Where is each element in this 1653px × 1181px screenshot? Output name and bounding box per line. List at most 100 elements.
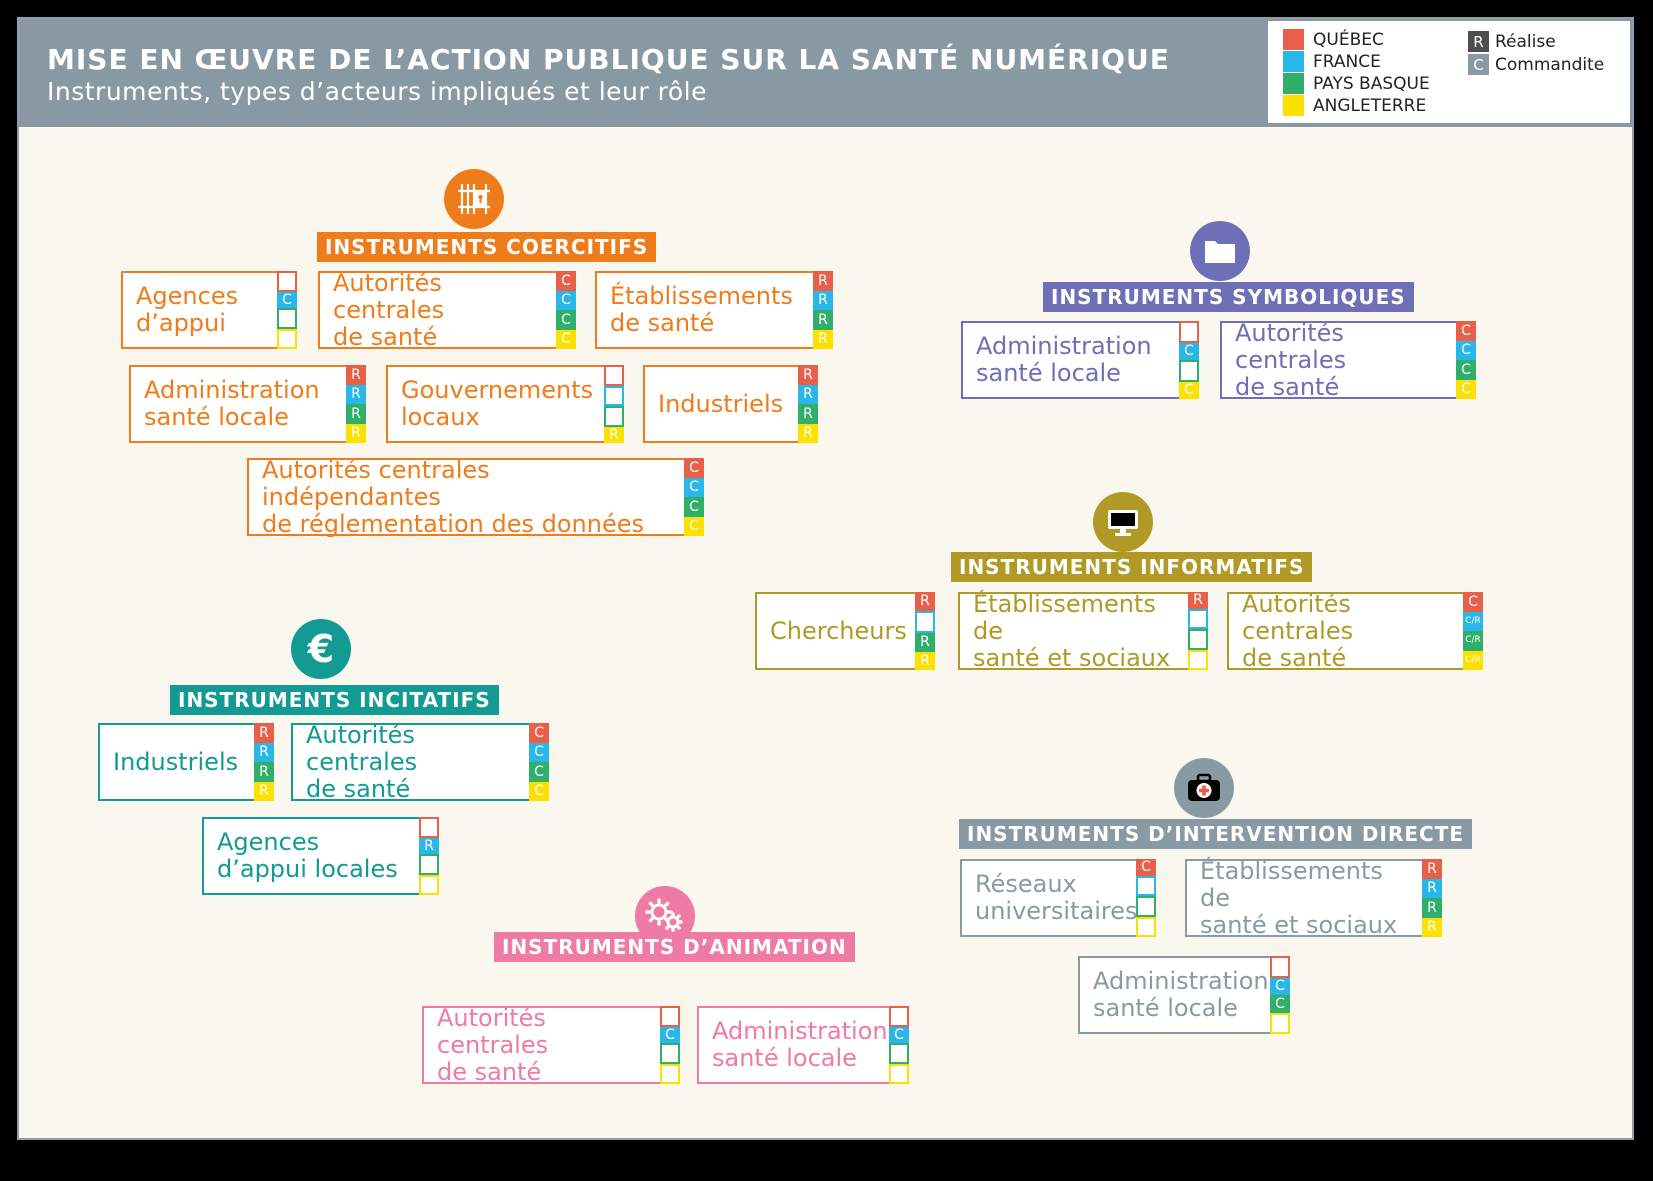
- actor-label: Industriels: [113, 747, 239, 776]
- role-mark-pays-basque: [604, 406, 624, 427]
- role-mark-angleterre: R: [346, 423, 366, 443]
- role-mark-angleterre: [660, 1063, 680, 1084]
- role-mark-angleterre: R: [813, 329, 833, 349]
- role-mark-pays-basque: R: [915, 633, 935, 652]
- role-mark-pays-basque: [1179, 360, 1199, 382]
- actor-label: Autorités centrales de santé: [437, 1003, 549, 1086]
- role-mark-angleterre: [277, 328, 297, 349]
- legend-label: Commandite: [1495, 54, 1605, 75]
- role-mark-pays-basque: R: [1422, 898, 1442, 918]
- legend-role-commandite: C Commandite: [1468, 54, 1604, 75]
- role-mark-france: C/R: [1463, 611, 1483, 631]
- role-mark-angleterre: R: [604, 426, 624, 443]
- role-mark-quebec: R: [915, 592, 935, 611]
- role-mark-quebec: R: [813, 271, 833, 291]
- actor-label: Agences d’appui locales: [217, 828, 398, 883]
- role-mark-quebec: C: [1136, 859, 1156, 876]
- country-role-marks: C C/R C/R C/R: [1463, 592, 1483, 670]
- role-mark-angleterre: C: [529, 781, 549, 801]
- quebec-swatch: [1283, 29, 1304, 50]
- role-mark-quebec: [277, 271, 297, 292]
- role-mark-pays-basque: R: [254, 762, 274, 782]
- role-mark-quebec: R: [798, 365, 818, 385]
- role-mark-pays-basque: C: [529, 762, 549, 782]
- legend-label: PAYS BASQUE: [1313, 73, 1430, 94]
- country-role-marks: R: [1188, 592, 1208, 670]
- euro-icon: €: [291, 619, 351, 679]
- page-title: MISE EN ŒUVRE DE L’ACTION PUBLIQUE SUR L…: [47, 43, 1170, 76]
- actor-card-intervention: Réseaux universitaires C: [960, 859, 1156, 937]
- role-mark-quebec: [660, 1006, 680, 1027]
- legend-country-quebec: QUÉBEC: [1283, 29, 1384, 50]
- actor-card-symboliques: Autorités centrales de santé C C C C: [1220, 319, 1476, 400]
- actor-card-informatifs: Établissements de santé et sociaux R: [958, 590, 1208, 671]
- role-mark-france: C: [277, 291, 297, 308]
- legend-country-pays-basque: PAYS BASQUE: [1283, 73, 1430, 94]
- role-mark-pays-basque: [277, 308, 297, 329]
- role-mark-quebec: C: [529, 723, 549, 743]
- country-role-marks: C: [277, 271, 297, 349]
- legend-label: Réalise: [1495, 31, 1556, 52]
- actor-card-coercitifs: Établissements de santé R R R R: [595, 271, 833, 349]
- actor-label: Réseaux universitaires: [975, 870, 1138, 925]
- actor-card-coercitifs: Industriels R R R R: [643, 365, 818, 443]
- role-mark-france: R: [346, 384, 366, 404]
- role-mark-quebec: C: [1456, 321, 1476, 341]
- role-mark-pays-basque: R: [813, 310, 833, 330]
- actor-label: Établissements de santé: [610, 282, 793, 337]
- role-mark-pays-basque: C: [1270, 995, 1290, 1013]
- role-mark-quebec: [1270, 956, 1290, 978]
- section-title-informatifs: INSTRUMENTS INFORMATIFS: [951, 552, 1313, 582]
- role-mark-france: C: [1456, 340, 1476, 360]
- role-mark-france: [1136, 875, 1156, 896]
- actor-label: Gouvernements locaux: [401, 376, 594, 431]
- legend-label: ANGLETERRE: [1313, 95, 1427, 116]
- role-mark-france: C: [556, 290, 576, 310]
- role-mark-angleterre: C: [684, 516, 704, 536]
- role-mark-pays-basque: C/R: [1463, 631, 1483, 651]
- role-mark-angleterre: [1136, 916, 1156, 937]
- role-mark-angleterre: [889, 1063, 909, 1084]
- actor-card-informatifs: Autorités centrales de santé C C/R C/R C/R: [1227, 589, 1483, 672]
- actor-label: Autorités centrales indépendantes de rég…: [262, 455, 644, 538]
- angleterre-swatch: [1283, 95, 1304, 116]
- role-mark-angleterre: R: [798, 423, 818, 443]
- role-mark-pays-basque: C: [556, 310, 576, 330]
- actor-label: Autorités centrales de santé: [1242, 589, 1354, 672]
- actor-label: Administration santé locale: [144, 376, 320, 431]
- actor-card-animation: Autorités centrales de santé C: [422, 1003, 680, 1086]
- role-mark-quebec: R: [1422, 859, 1442, 879]
- pays-basque-swatch: [1283, 73, 1304, 94]
- role-mark-france: R: [254, 742, 274, 762]
- role-mark-angleterre: C: [556, 329, 576, 349]
- france-swatch: [1283, 51, 1304, 72]
- role-mark-angleterre: C: [1179, 381, 1199, 399]
- role-mark-france: R: [419, 837, 439, 854]
- role-mark-pays-basque: [1188, 629, 1208, 650]
- role-mark-pays-basque: [889, 1043, 909, 1064]
- role-mark-france: [604, 385, 624, 406]
- actor-card-coercitifs: Autorités centrales indépendantes de rég…: [247, 455, 704, 538]
- role-mark-france: C: [684, 477, 704, 497]
- actor-card-incitatifs: Autorités centrales de santé C C C C: [291, 721, 549, 802]
- actor-card-intervention: Administration santé locale C C: [1078, 956, 1290, 1034]
- role-mark-quebec: C: [684, 458, 704, 478]
- role-mark-france: C: [1179, 342, 1199, 360]
- folder-icon: [1190, 221, 1250, 281]
- role-mark-angleterre: [1188, 649, 1208, 670]
- legend-country-france: FRANCE: [1283, 51, 1381, 72]
- country-role-marks: C: [889, 1006, 909, 1084]
- country-role-marks: C: [1136, 859, 1156, 937]
- actor-label: Industriels: [658, 389, 784, 418]
- actor-card-coercitifs: Administration santé locale R R R R: [129, 365, 366, 443]
- section-title-coercitifs: INSTRUMENTS COERCITIFS: [317, 232, 657, 262]
- role-mark-quebec: R: [346, 365, 366, 385]
